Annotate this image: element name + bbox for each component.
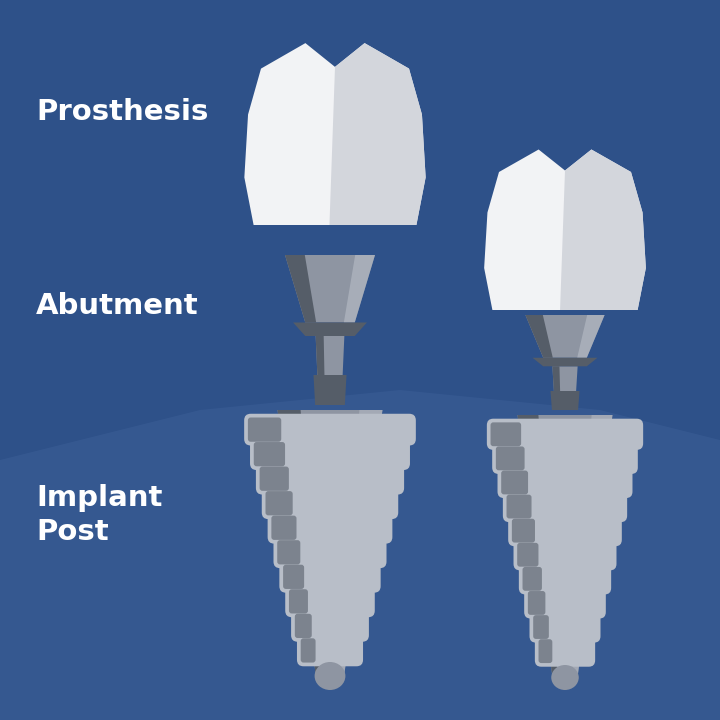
Polygon shape bbox=[518, 415, 558, 678]
FancyBboxPatch shape bbox=[506, 495, 531, 518]
Polygon shape bbox=[533, 358, 598, 366]
FancyBboxPatch shape bbox=[490, 423, 521, 446]
Ellipse shape bbox=[552, 665, 579, 690]
FancyBboxPatch shape bbox=[492, 443, 638, 474]
FancyBboxPatch shape bbox=[529, 611, 600, 643]
FancyBboxPatch shape bbox=[501, 471, 528, 495]
FancyBboxPatch shape bbox=[301, 639, 315, 662]
FancyBboxPatch shape bbox=[517, 543, 539, 567]
FancyBboxPatch shape bbox=[519, 563, 611, 595]
FancyBboxPatch shape bbox=[496, 446, 525, 470]
Polygon shape bbox=[313, 375, 346, 405]
FancyBboxPatch shape bbox=[512, 518, 535, 543]
Polygon shape bbox=[285, 255, 375, 323]
Polygon shape bbox=[277, 410, 322, 676]
FancyBboxPatch shape bbox=[285, 585, 375, 617]
Text: Abutment: Abutment bbox=[36, 292, 199, 320]
Polygon shape bbox=[560, 150, 646, 310]
Polygon shape bbox=[518, 415, 613, 690]
Polygon shape bbox=[572, 415, 613, 678]
FancyBboxPatch shape bbox=[524, 588, 606, 618]
Polygon shape bbox=[577, 315, 605, 358]
Polygon shape bbox=[0, 390, 720, 720]
Polygon shape bbox=[344, 255, 375, 323]
FancyBboxPatch shape bbox=[262, 487, 398, 519]
Polygon shape bbox=[293, 323, 367, 336]
FancyBboxPatch shape bbox=[503, 491, 627, 522]
FancyBboxPatch shape bbox=[283, 564, 304, 589]
FancyBboxPatch shape bbox=[289, 589, 308, 613]
Polygon shape bbox=[526, 315, 553, 358]
FancyBboxPatch shape bbox=[523, 567, 542, 591]
Polygon shape bbox=[277, 410, 382, 690]
FancyBboxPatch shape bbox=[498, 467, 632, 498]
FancyBboxPatch shape bbox=[266, 491, 293, 516]
FancyBboxPatch shape bbox=[508, 515, 622, 546]
FancyBboxPatch shape bbox=[268, 512, 392, 544]
FancyBboxPatch shape bbox=[528, 591, 545, 615]
FancyBboxPatch shape bbox=[244, 414, 416, 446]
FancyBboxPatch shape bbox=[535, 636, 595, 667]
FancyBboxPatch shape bbox=[539, 639, 552, 663]
FancyBboxPatch shape bbox=[274, 536, 387, 568]
Polygon shape bbox=[552, 366, 577, 391]
FancyBboxPatch shape bbox=[260, 467, 289, 491]
FancyBboxPatch shape bbox=[534, 615, 549, 639]
Polygon shape bbox=[552, 366, 560, 391]
FancyBboxPatch shape bbox=[253, 442, 285, 467]
Polygon shape bbox=[484, 150, 646, 310]
FancyBboxPatch shape bbox=[248, 418, 282, 442]
Polygon shape bbox=[244, 43, 426, 225]
FancyBboxPatch shape bbox=[487, 419, 643, 450]
Polygon shape bbox=[315, 336, 325, 375]
FancyBboxPatch shape bbox=[277, 540, 300, 564]
Polygon shape bbox=[330, 43, 426, 225]
Polygon shape bbox=[526, 315, 605, 358]
Polygon shape bbox=[338, 410, 382, 676]
Text: Implant
Post: Implant Post bbox=[36, 484, 163, 546]
FancyBboxPatch shape bbox=[256, 463, 404, 495]
FancyBboxPatch shape bbox=[271, 516, 297, 540]
FancyBboxPatch shape bbox=[250, 438, 410, 470]
Polygon shape bbox=[551, 391, 580, 410]
FancyBboxPatch shape bbox=[279, 561, 381, 593]
FancyBboxPatch shape bbox=[513, 539, 616, 570]
Polygon shape bbox=[285, 255, 316, 323]
Ellipse shape bbox=[315, 662, 346, 690]
FancyBboxPatch shape bbox=[291, 610, 369, 642]
Text: Prosthesis: Prosthesis bbox=[36, 98, 208, 125]
Polygon shape bbox=[315, 336, 344, 375]
FancyBboxPatch shape bbox=[297, 634, 363, 666]
FancyBboxPatch shape bbox=[294, 613, 312, 638]
